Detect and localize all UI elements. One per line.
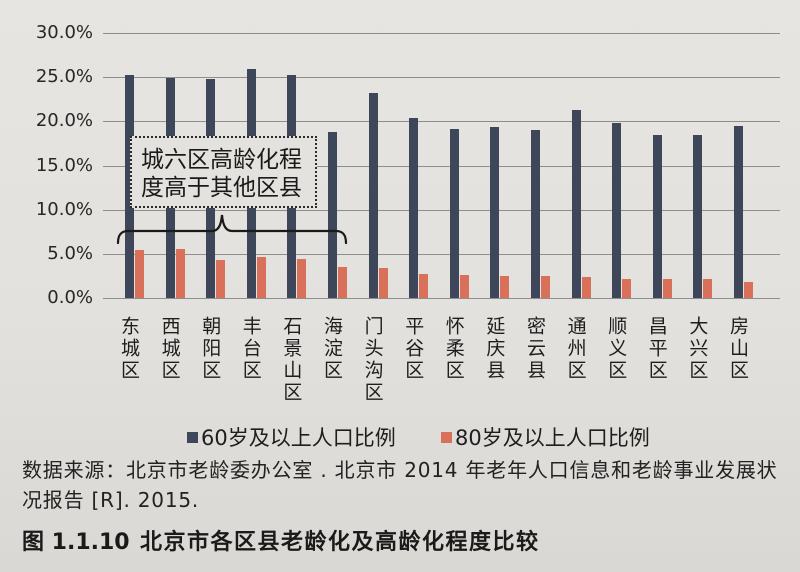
bar-60plus [328,131,337,298]
bar-60plus [531,130,540,298]
y-tick-label: 20.0% [35,110,93,132]
brace-path [116,214,348,245]
bar-80plus [581,276,591,298]
annotation-line-1: 城六区高龄化程 [141,147,302,173]
figure-title: 北京市各区县老龄化及高龄化程度比较 [140,530,540,555]
bar-60plus [125,74,134,298]
y-tick-label: 0.0% [47,287,93,308]
legend-swatch-80plus [441,431,452,443]
x-tick-label: 朝阳区 [199,316,222,382]
bar-60plus [490,126,500,298]
curly-brace-icon [116,214,348,245]
bar-60plus [693,135,703,298]
bar-60plus [571,109,581,298]
legend-item-80plus: 80岁及以上人口比例 [441,426,650,450]
x-tick-label: 丰台区 [239,316,262,382]
x-tick-label: 密云县 [524,316,546,382]
x-tick-label: 大兴区 [686,316,709,382]
bar-80plus [744,282,753,298]
x-tick-label: 东城区 [118,316,140,382]
legend-label-60plus: 60岁及以上人口比例 [201,426,396,450]
y-tick-label: 25.0% [35,66,93,88]
x-tick-label: 平谷区 [402,316,425,382]
y-tick-label: 10.0% [35,198,93,220]
bar-80plus [256,257,266,298]
gridline [103,166,780,167]
figure-number: 图 1.1.10 [22,530,130,555]
legend-item-60plus: 60岁及以上人口比例 [187,426,396,450]
bar-80plus [703,278,713,298]
gridline [103,121,780,122]
bar-60plus [409,117,419,298]
x-tick-label: 石景山区 [280,316,303,404]
bar-80plus [297,259,307,298]
source-note-line-2: 况报告 [R]. 2015. [22,488,200,512]
x-tick-label: 昌平区 [645,316,668,382]
bar-80plus [175,249,185,298]
gridline [103,77,780,78]
legend-label-80plus: 80岁及以上人口比例 [455,426,650,450]
annotation-box: 城六区高龄化程 度高于其他区县 [130,136,317,208]
bar-80plus [622,278,632,298]
y-tick-label: 15.0% [35,154,93,176]
x-tick-label: 门头沟区 [361,316,384,404]
bar-80plus [541,275,550,298]
bar-80plus [419,274,429,298]
bar-60plus [652,134,662,298]
gridline [103,298,780,299]
bar-80plus [459,275,469,298]
bar-80plus [216,260,226,298]
bar-80plus [500,275,510,298]
bar-80plus [662,278,672,298]
x-tick-label: 房山区 [727,316,749,382]
y-tick-label: 30.0% [35,22,93,43]
x-tick-label: 西城区 [158,316,181,382]
gridline [103,33,780,34]
bar-80plus [378,267,388,298]
bar-60plus [734,125,743,298]
gridline [103,254,780,255]
bar-60plus [368,93,378,298]
gridline [103,210,780,211]
bar-80plus [135,250,144,298]
bar-60plus [449,129,459,298]
x-tick-label: 海淀区 [321,316,343,382]
x-tick-label: 怀柔区 [442,316,465,382]
annotation-line-2: 度高于其他区县 [141,175,302,201]
source-note-line-1: 数据来源：北京市老龄委办公室 . 北京市 2014 年老年人口信息和老龄事业发展… [22,458,778,482]
y-tick-label: 5.0% [47,242,93,264]
bar-60plus [612,123,622,298]
x-tick-label: 延庆县 [483,316,506,382]
bar-80plus [338,267,347,298]
x-tick-label: 通州区 [564,316,587,382]
x-tick-label: 顺义区 [605,316,628,382]
legend-swatch-60plus [187,431,198,443]
